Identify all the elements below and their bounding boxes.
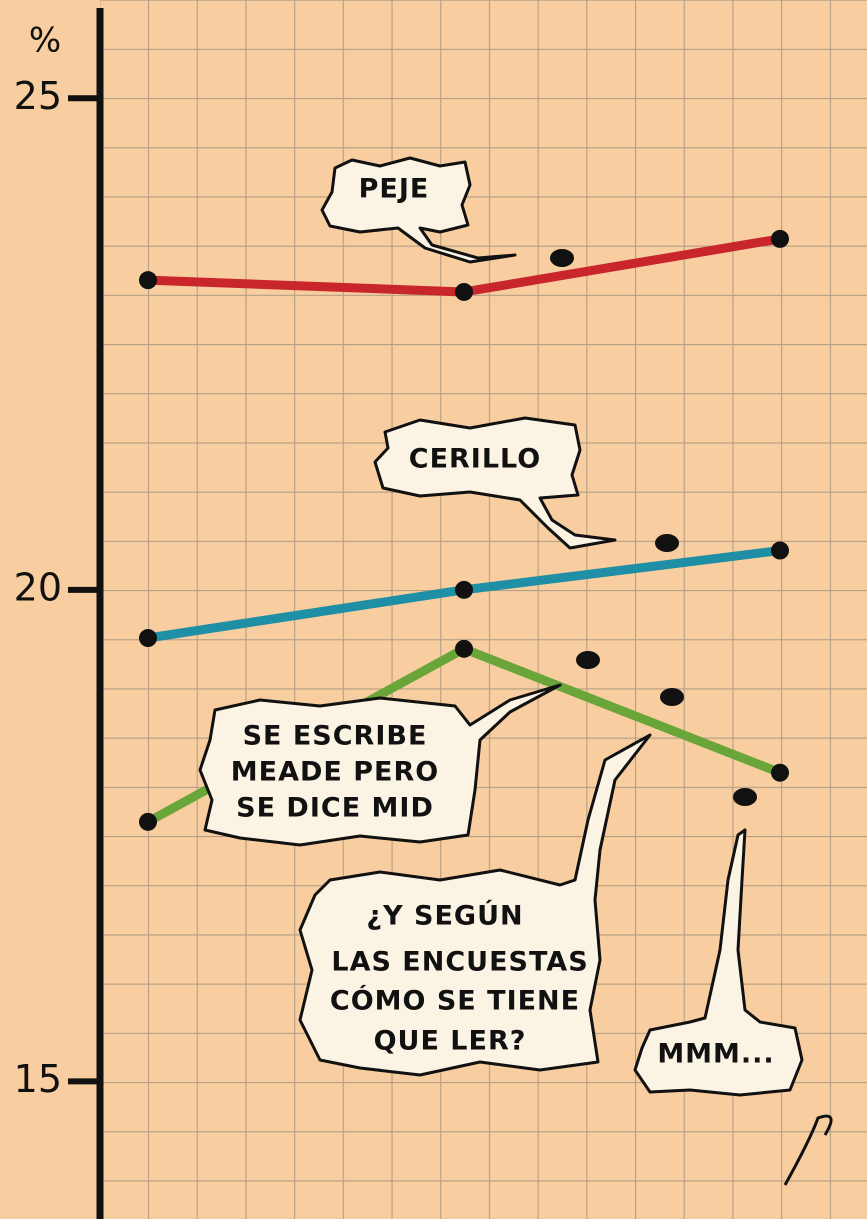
chart: % 15 20 25 PEJE CERILLO SE ESCRIBE MEADE P…: [0, 0, 867, 1219]
annotation: QUE LER?: [374, 1026, 527, 1057]
annotation: SE DICE MID: [236, 793, 434, 824]
annotation: CERILLO: [409, 444, 542, 475]
annotation: PEJE: [359, 174, 430, 205]
annotation: MEADE PERO: [231, 757, 439, 788]
y-tick-label: 20: [14, 565, 62, 609]
y-axis-label: %: [29, 21, 61, 61]
data-point: [455, 581, 473, 599]
data-point: [771, 230, 789, 248]
y-tick-label: 25: [14, 74, 62, 118]
data-point: [771, 764, 789, 782]
y-tick-label: 15: [14, 1057, 62, 1101]
annotation: SE ESCRIBE: [243, 721, 428, 752]
data-point: [455, 283, 473, 301]
data-point: [139, 629, 157, 647]
data-point: [139, 271, 157, 289]
annotation: ¿Y SEGÚN: [366, 900, 523, 932]
data-point: [455, 640, 473, 658]
data-point: [139, 813, 157, 831]
annotation: CÓMO SE TIENE: [330, 985, 580, 1017]
data-point: [771, 542, 789, 560]
annotation: LAS ENCUESTAS: [331, 947, 588, 978]
annotation: MMM...: [657, 1039, 774, 1070]
